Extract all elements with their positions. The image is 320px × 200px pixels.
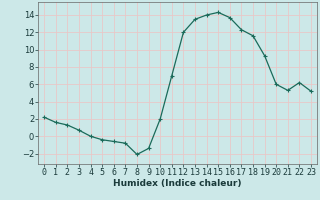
X-axis label: Humidex (Indice chaleur): Humidex (Indice chaleur) [113, 179, 242, 188]
